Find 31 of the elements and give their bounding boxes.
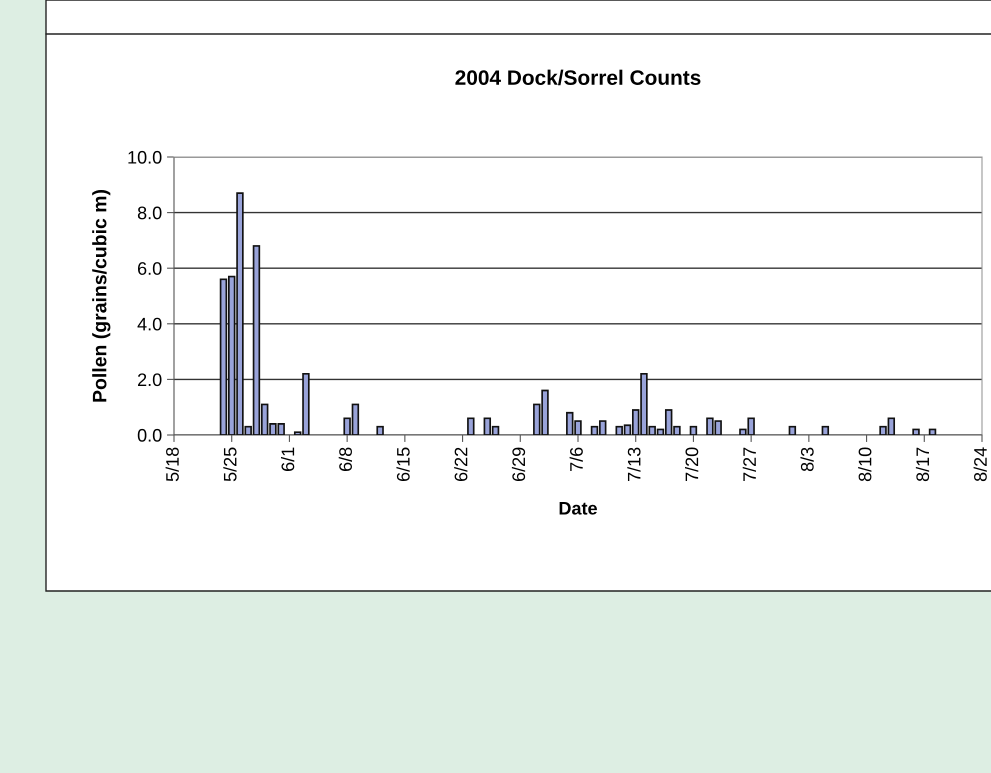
bar	[928, 428, 936, 435]
bar	[822, 426, 830, 435]
bar	[912, 428, 920, 435]
x-tick-label: 7/27	[742, 448, 756, 482]
x-tick-label: 8/17	[916, 448, 930, 482]
bar	[467, 417, 475, 435]
x-tick-label: 8/24	[974, 447, 987, 482]
x-tick-label: 7/6	[570, 448, 583, 471]
chart-title: 2004 Dock/Sorrel Counts	[455, 70, 700, 86]
x-tick-label: 5/25	[223, 448, 237, 482]
x-tick-label: 6/8	[338, 448, 352, 471]
bar	[690, 426, 698, 435]
x-tick-label: 8/10	[858, 448, 872, 482]
x-tick-label: 7/13	[627, 448, 641, 482]
x-tick-label: 6/1	[281, 448, 294, 471]
y-tick-label: 4.0	[138, 318, 162, 331]
y-tick-label: 0.0	[138, 428, 162, 442]
x-tick-label: 6/29	[512, 448, 526, 482]
x-axis-title: Date	[560, 502, 597, 515]
bar	[376, 426, 384, 435]
y-tick-label: 6.0	[138, 262, 162, 275]
x-tick-label: 8/3	[800, 448, 814, 472]
y-tick-label: 2.0	[138, 373, 162, 386]
x-tick-label: 7/20	[685, 448, 698, 482]
y-axis-title: Pollen (grains/cubic m)	[92, 190, 110, 402]
x-tick-label: 6/22	[454, 448, 468, 482]
x-tick-label: 5/18	[166, 448, 179, 482]
y-tick-label: 8.0	[138, 206, 162, 220]
y-tick-label: 10.0	[128, 150, 162, 164]
bar	[788, 426, 796, 435]
x-tick-label: 6/15	[396, 448, 410, 482]
